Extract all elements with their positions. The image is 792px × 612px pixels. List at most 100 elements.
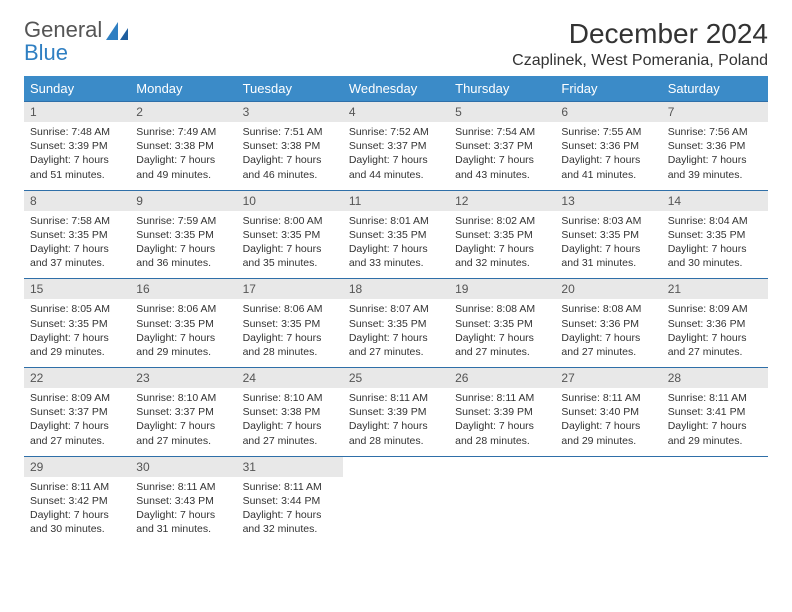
calendar-cell: 7Sunrise: 7:56 AMSunset: 3:36 PMDaylight… (662, 102, 768, 191)
weekday-header: Wednesday (343, 76, 449, 102)
calendar-cell: 13Sunrise: 8:03 AMSunset: 3:35 PMDayligh… (555, 190, 661, 279)
day-content: Sunrise: 7:51 AMSunset: 3:38 PMDaylight:… (237, 122, 343, 190)
day-number: 17 (237, 279, 343, 299)
day-content: Sunrise: 7:58 AMSunset: 3:35 PMDaylight:… (24, 211, 130, 279)
weekday-header: Monday (130, 76, 236, 102)
day-number: 8 (24, 191, 130, 211)
calendar-cell: 12Sunrise: 8:02 AMSunset: 3:35 PMDayligh… (449, 190, 555, 279)
calendar-cell: 26Sunrise: 8:11 AMSunset: 3:39 PMDayligh… (449, 368, 555, 457)
calendar-cell: 2Sunrise: 7:49 AMSunset: 3:38 PMDaylight… (130, 102, 236, 191)
weekday-header-row: SundayMondayTuesdayWednesdayThursdayFrid… (24, 76, 768, 102)
header: General Blue December 2024 Czaplinek, We… (24, 18, 768, 74)
day-number: 16 (130, 279, 236, 299)
title-block: December 2024 Czaplinek, West Pomerania,… (512, 18, 768, 74)
calendar-cell: .. (555, 456, 661, 544)
day-content: Sunrise: 8:11 AMSunset: 3:43 PMDaylight:… (130, 477, 236, 545)
calendar-cell: 5Sunrise: 7:54 AMSunset: 3:37 PMDaylight… (449, 102, 555, 191)
day-content: Sunrise: 8:10 AMSunset: 3:37 PMDaylight:… (130, 388, 236, 456)
day-number: 20 (555, 279, 661, 299)
day-number: 24 (237, 368, 343, 388)
day-number: 4 (343, 102, 449, 122)
day-content: Sunrise: 8:11 AMSunset: 3:40 PMDaylight:… (555, 388, 661, 456)
day-number: 22 (24, 368, 130, 388)
calendar-cell: 9Sunrise: 7:59 AMSunset: 3:35 PMDaylight… (130, 190, 236, 279)
calendar-cell: 30Sunrise: 8:11 AMSunset: 3:43 PMDayligh… (130, 456, 236, 544)
day-number: 31 (237, 457, 343, 477)
day-content: Sunrise: 8:00 AMSunset: 3:35 PMDaylight:… (237, 211, 343, 279)
day-content: Sunrise: 8:02 AMSunset: 3:35 PMDaylight:… (449, 211, 555, 279)
day-number: 30 (130, 457, 236, 477)
calendar-cell: .. (343, 456, 449, 544)
day-content: Sunrise: 7:52 AMSunset: 3:37 PMDaylight:… (343, 122, 449, 190)
day-number: 3 (237, 102, 343, 122)
calendar-cell: 14Sunrise: 8:04 AMSunset: 3:35 PMDayligh… (662, 190, 768, 279)
day-content: Sunrise: 7:56 AMSunset: 3:36 PMDaylight:… (662, 122, 768, 190)
day-number: 10 (237, 191, 343, 211)
logo-line1: General (24, 17, 102, 42)
calendar-cell: .. (662, 456, 768, 544)
day-number: 11 (343, 191, 449, 211)
day-number: 29 (24, 457, 130, 477)
weekday-header: Sunday (24, 76, 130, 102)
day-content: Sunrise: 8:10 AMSunset: 3:38 PMDaylight:… (237, 388, 343, 456)
day-content: Sunrise: 8:08 AMSunset: 3:36 PMDaylight:… (555, 299, 661, 367)
calendar-cell: 1Sunrise: 7:48 AMSunset: 3:39 PMDaylight… (24, 102, 130, 191)
calendar-cell: 8Sunrise: 7:58 AMSunset: 3:35 PMDaylight… (24, 190, 130, 279)
day-content: Sunrise: 8:03 AMSunset: 3:35 PMDaylight:… (555, 211, 661, 279)
day-number: 26 (449, 368, 555, 388)
day-number: 12 (449, 191, 555, 211)
day-content: Sunrise: 8:06 AMSunset: 3:35 PMDaylight:… (237, 299, 343, 367)
day-content: Sunrise: 7:55 AMSunset: 3:36 PMDaylight:… (555, 122, 661, 190)
weekday-header: Thursday (449, 76, 555, 102)
day-content: Sunrise: 8:09 AMSunset: 3:37 PMDaylight:… (24, 388, 130, 456)
calendar-cell: 22Sunrise: 8:09 AMSunset: 3:37 PMDayligh… (24, 368, 130, 457)
day-content: Sunrise: 7:59 AMSunset: 3:35 PMDaylight:… (130, 211, 236, 279)
weekday-header: Friday (555, 76, 661, 102)
day-number: 18 (343, 279, 449, 299)
calendar-cell: 31Sunrise: 8:11 AMSunset: 3:44 PMDayligh… (237, 456, 343, 544)
calendar-cell: 28Sunrise: 8:11 AMSunset: 3:41 PMDayligh… (662, 368, 768, 457)
calendar-cell: 17Sunrise: 8:06 AMSunset: 3:35 PMDayligh… (237, 279, 343, 368)
logo-sail-icon (104, 20, 130, 46)
logo: General Blue (24, 18, 130, 64)
calendar-cell: 11Sunrise: 8:01 AMSunset: 3:35 PMDayligh… (343, 190, 449, 279)
day-content: Sunrise: 7:48 AMSunset: 3:39 PMDaylight:… (24, 122, 130, 190)
calendar-cell: 16Sunrise: 8:06 AMSunset: 3:35 PMDayligh… (130, 279, 236, 368)
logo-line2: Blue (24, 40, 68, 65)
weekday-header: Saturday (662, 76, 768, 102)
location: Czaplinek, West Pomerania, Poland (512, 52, 768, 70)
month-title: December 2024 (512, 18, 768, 50)
calendar-cell: 19Sunrise: 8:08 AMSunset: 3:35 PMDayligh… (449, 279, 555, 368)
day-number: 27 (555, 368, 661, 388)
calendar-row: 1Sunrise: 7:48 AMSunset: 3:39 PMDaylight… (24, 102, 768, 191)
day-content: Sunrise: 8:09 AMSunset: 3:36 PMDaylight:… (662, 299, 768, 367)
calendar-cell: 29Sunrise: 8:11 AMSunset: 3:42 PMDayligh… (24, 456, 130, 544)
day-content: Sunrise: 8:11 AMSunset: 3:44 PMDaylight:… (237, 477, 343, 545)
day-content: Sunrise: 8:08 AMSunset: 3:35 PMDaylight:… (449, 299, 555, 367)
day-content: Sunrise: 8:11 AMSunset: 3:42 PMDaylight:… (24, 477, 130, 545)
calendar-row: 22Sunrise: 8:09 AMSunset: 3:37 PMDayligh… (24, 368, 768, 457)
day-number: 19 (449, 279, 555, 299)
day-number: 28 (662, 368, 768, 388)
calendar-cell: 27Sunrise: 8:11 AMSunset: 3:40 PMDayligh… (555, 368, 661, 457)
calendar-cell: .. (449, 456, 555, 544)
day-content: Sunrise: 8:04 AMSunset: 3:35 PMDaylight:… (662, 211, 768, 279)
calendar-cell: 24Sunrise: 8:10 AMSunset: 3:38 PMDayligh… (237, 368, 343, 457)
weekday-header: Tuesday (237, 76, 343, 102)
calendar-table: SundayMondayTuesdayWednesdayThursdayFrid… (24, 76, 768, 544)
day-number: 1 (24, 102, 130, 122)
calendar-cell: 20Sunrise: 8:08 AMSunset: 3:36 PMDayligh… (555, 279, 661, 368)
calendar-cell: 25Sunrise: 8:11 AMSunset: 3:39 PMDayligh… (343, 368, 449, 457)
day-content: Sunrise: 7:49 AMSunset: 3:38 PMDaylight:… (130, 122, 236, 190)
calendar-cell: 21Sunrise: 8:09 AMSunset: 3:36 PMDayligh… (662, 279, 768, 368)
day-content: Sunrise: 8:07 AMSunset: 3:35 PMDaylight:… (343, 299, 449, 367)
day-content: Sunrise: 8:11 AMSunset: 3:41 PMDaylight:… (662, 388, 768, 456)
calendar-row: 8Sunrise: 7:58 AMSunset: 3:35 PMDaylight… (24, 190, 768, 279)
day-number: 7 (662, 102, 768, 122)
calendar-cell: 15Sunrise: 8:05 AMSunset: 3:35 PMDayligh… (24, 279, 130, 368)
day-content: Sunrise: 8:06 AMSunset: 3:35 PMDaylight:… (130, 299, 236, 367)
day-number: 15 (24, 279, 130, 299)
day-number: 13 (555, 191, 661, 211)
calendar-row: 15Sunrise: 8:05 AMSunset: 3:35 PMDayligh… (24, 279, 768, 368)
day-content: Sunrise: 8:11 AMSunset: 3:39 PMDaylight:… (449, 388, 555, 456)
